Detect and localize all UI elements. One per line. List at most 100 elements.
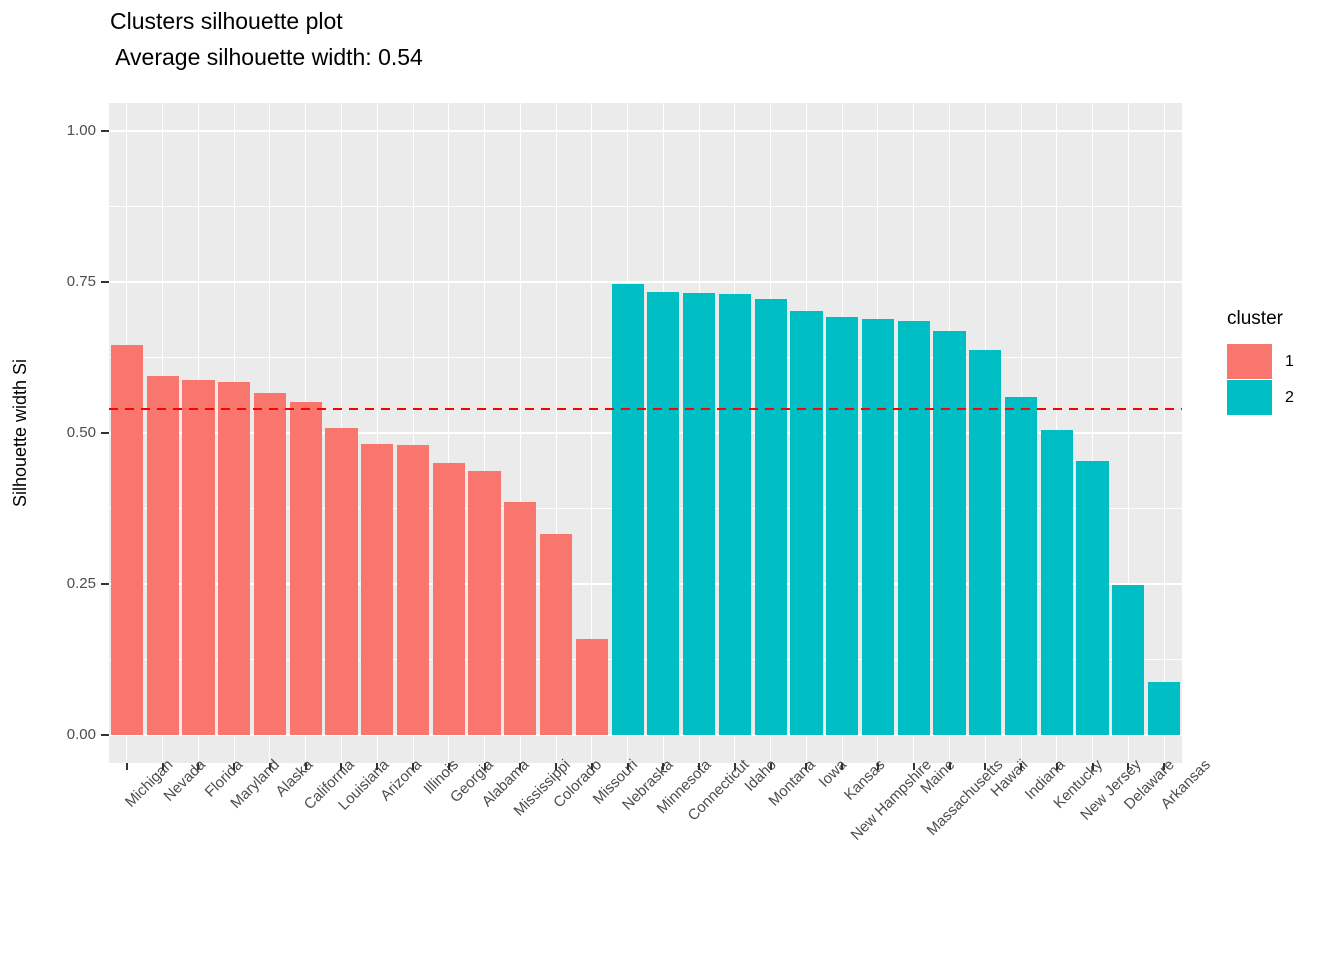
- legend-label-cluster-2: 2: [1285, 389, 1294, 406]
- bar-kentucky: [1040, 429, 1073, 735]
- bar-montana: [754, 298, 787, 735]
- x-tick-mark: [1091, 763, 1094, 770]
- x-tick-mark: [447, 763, 450, 770]
- legend-key-cluster-2: [1227, 380, 1272, 415]
- x-tick-mark: [1055, 763, 1058, 770]
- x-tick-mark: [769, 763, 772, 770]
- major-gridline: [109, 281, 1182, 283]
- category-gridline: [555, 103, 557, 763]
- minor-gridline: [109, 206, 1182, 207]
- y-tick-mark: [101, 281, 109, 283]
- bar-delaware: [1112, 585, 1145, 735]
- bar-nebraska: [611, 283, 644, 735]
- bar-connecticut: [683, 292, 716, 735]
- y-tick-mark: [101, 583, 109, 585]
- major-gridline: [109, 432, 1182, 434]
- x-tick-mark: [268, 763, 271, 770]
- bar-new-jersey: [1076, 460, 1109, 735]
- bar-kansas: [826, 317, 859, 735]
- x-tick-mark: [340, 763, 343, 770]
- category-gridline: [1092, 103, 1094, 763]
- x-tick-mark: [805, 763, 808, 770]
- bar-florida: [182, 380, 215, 735]
- x-tick-mark: [662, 763, 665, 770]
- bar-colorado: [539, 534, 573, 735]
- y-axis-title: Silhouette width Si: [10, 358, 30, 508]
- bar-iowa: [790, 310, 823, 735]
- x-tick-mark: [626, 763, 629, 770]
- category-gridline: [1163, 103, 1165, 763]
- y-tick-label: 0.75: [66, 273, 96, 290]
- y-tick-label: 1.00: [66, 122, 96, 139]
- minor-gridline: [109, 508, 1182, 509]
- bar-arizona: [361, 444, 394, 735]
- category-gridline: [448, 103, 450, 763]
- bar-minnesota: [647, 291, 680, 735]
- bar-new-hampshire: [861, 319, 895, 735]
- y-tick-mark: [101, 432, 109, 434]
- bar-maine: [897, 321, 930, 735]
- major-gridline: [109, 130, 1182, 132]
- x-tick-mark: [412, 763, 415, 770]
- bar-alabama: [468, 471, 501, 735]
- category-gridline: [484, 103, 486, 763]
- x-tick-mark: [841, 763, 844, 770]
- bar-massachusetts: [933, 330, 966, 735]
- category-gridline: [591, 103, 593, 763]
- average-silhouette-line: [109, 407, 1182, 410]
- bar-nevada: [146, 376, 179, 735]
- major-gridline: [109, 583, 1182, 585]
- x-tick-mark: [912, 763, 915, 770]
- y-tick-label: 0.25: [66, 575, 96, 592]
- y-tick-mark: [101, 734, 109, 736]
- category-gridline: [376, 103, 378, 763]
- x-tick-mark: [483, 763, 486, 770]
- chart-title: Clusters silhouette plot: [110, 8, 343, 34]
- bar-maryland: [218, 382, 251, 735]
- bar-idaho: [718, 294, 751, 735]
- x-tick-mark: [1020, 763, 1023, 770]
- x-tick-mark: [984, 763, 987, 770]
- y-tick-mark: [101, 130, 109, 132]
- minor-gridline: [109, 659, 1182, 660]
- category-gridline: [412, 103, 414, 763]
- bar-alaska: [253, 392, 287, 735]
- y-tick-label: 0.00: [66, 726, 96, 743]
- x-tick-mark: [555, 763, 558, 770]
- x-tick-mark: [590, 763, 593, 770]
- x-tick-mark: [1127, 763, 1130, 770]
- legend-label-cluster-1: 1: [1285, 353, 1294, 370]
- legend: cluster 1 2: [1227, 308, 1344, 428]
- bar-michigan: [110, 345, 143, 735]
- x-tick-mark: [197, 763, 200, 770]
- x-tick-mark: [948, 763, 951, 770]
- x-tick-mark: [161, 763, 164, 770]
- bar-illinois: [396, 445, 430, 735]
- x-tick-mark: [1163, 763, 1166, 770]
- bar-missouri: [575, 638, 608, 735]
- bar-mississippi: [504, 501, 537, 735]
- category-gridline: [1127, 103, 1129, 763]
- chart-subtitle: Average silhouette width: 0.54: [110, 44, 423, 70]
- x-tick-mark: [304, 763, 307, 770]
- major-gridline: [109, 734, 1182, 736]
- category-gridline: [519, 103, 521, 763]
- minor-gridline: [109, 357, 1182, 358]
- bar-arkansas: [1148, 681, 1181, 735]
- x-tick-mark: [125, 763, 128, 770]
- x-tick-mark: [876, 763, 879, 770]
- x-tick-mark: [733, 763, 736, 770]
- bar-georgia: [432, 462, 465, 735]
- bar-hawaii: [969, 350, 1002, 735]
- x-tick-mark: [519, 763, 522, 770]
- bar-indiana: [1004, 396, 1038, 735]
- bar-california: [289, 402, 322, 735]
- x-tick-mark: [233, 763, 236, 770]
- bar-louisiana: [325, 427, 358, 735]
- legend-key-cluster-1: [1227, 344, 1272, 379]
- legend-title: cluster: [1227, 308, 1283, 329]
- x-tick-mark: [376, 763, 379, 770]
- y-tick-label: 0.50: [66, 424, 96, 441]
- x-tick-mark: [698, 763, 701, 770]
